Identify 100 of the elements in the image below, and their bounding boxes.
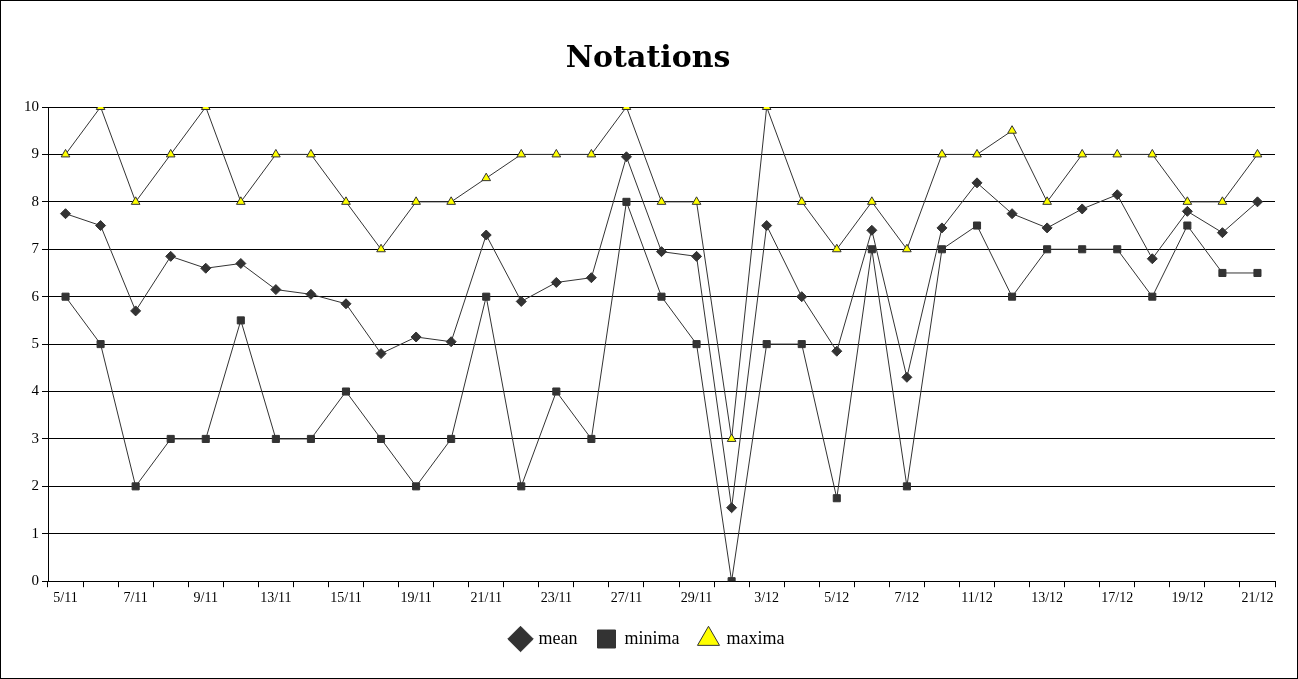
point (691, 196, 702, 205)
point (480, 229, 492, 241)
x-tick-label: 9/11 (193, 590, 218, 606)
y-tick-label: 7 (31, 240, 40, 257)
x-tick-label: 7/11 (123, 590, 148, 606)
point (1253, 268, 1262, 278)
point (586, 148, 597, 158)
point (271, 148, 281, 158)
point (306, 434, 315, 443)
point (866, 224, 878, 236)
point (1147, 148, 1158, 158)
point (1216, 227, 1228, 239)
x-tick-label: 19/12 (1171, 590, 1204, 606)
point (551, 148, 562, 158)
point (552, 387, 561, 396)
point (1113, 245, 1122, 254)
x-tick-label: 23/11 (540, 590, 573, 606)
point (831, 243, 842, 253)
point (1148, 292, 1157, 301)
x-tick-label: 3/12 (754, 590, 780, 606)
point (902, 482, 911, 491)
x-tick-label: 29/11 (680, 590, 713, 606)
point (656, 246, 667, 258)
point (165, 148, 176, 158)
point (1008, 292, 1017, 301)
point (340, 298, 352, 310)
point (305, 288, 317, 300)
point (516, 148, 527, 158)
point (1043, 245, 1052, 254)
point (1252, 148, 1263, 158)
x-tick-label: 21/12 (1241, 590, 1274, 606)
point (61, 292, 70, 301)
point (832, 494, 841, 503)
x-tick-label: 17/12 (1101, 590, 1134, 606)
point (341, 196, 351, 205)
point (831, 345, 843, 357)
point (1077, 148, 1088, 158)
point (235, 257, 247, 269)
x-tick-label: 5/11 (53, 590, 78, 606)
point (972, 148, 982, 158)
point (447, 434, 456, 443)
y-tick-label: 6 (31, 287, 40, 304)
y-tick-label: 4 (31, 382, 40, 399)
point (375, 348, 387, 360)
point (587, 434, 596, 443)
point (550, 276, 562, 288)
point (445, 336, 457, 348)
chart-title: Notations (565, 38, 731, 74)
point (1111, 189, 1123, 201)
point (1181, 205, 1193, 217)
point (411, 196, 421, 205)
point (691, 250, 703, 262)
point (867, 196, 877, 205)
point (412, 482, 421, 491)
point (796, 291, 808, 303)
y-tick-label: 5 (31, 335, 39, 352)
x-tick-label: 7/12 (894, 590, 920, 606)
legend-label: minima (624, 627, 680, 648)
point (796, 196, 807, 205)
x-tick-label: 11/12 (961, 590, 993, 606)
point (130, 305, 142, 317)
point (972, 221, 982, 230)
point (902, 243, 912, 253)
point (901, 371, 913, 383)
point (937, 245, 946, 254)
point (60, 208, 72, 220)
point (1218, 268, 1227, 278)
point (936, 222, 948, 234)
point (1078, 245, 1087, 254)
point (1076, 203, 1088, 215)
point (1112, 148, 1123, 158)
x-tick-label: 21/11 (470, 590, 502, 606)
y-tick-label: 9 (31, 145, 39, 162)
point (165, 250, 177, 262)
x-tick-label: 13/11 (260, 590, 292, 606)
point (656, 196, 667, 205)
legend-label: mean (538, 627, 578, 648)
x-tick-label: 19/11 (400, 590, 432, 606)
point (131, 482, 140, 491)
x-tick-label: 27/11 (610, 590, 643, 606)
point (306, 148, 316, 158)
point (271, 434, 280, 443)
x-tick-label: 13/12 (1031, 590, 1064, 606)
point (446, 196, 456, 205)
y-tick-label: 0 (31, 572, 39, 589)
legend-label: maxima (726, 627, 785, 648)
point (1217, 196, 1228, 205)
point (481, 172, 492, 182)
point (726, 433, 737, 442)
point (867, 245, 876, 254)
point (1182, 196, 1193, 205)
y-tick-label: 10 (24, 97, 39, 114)
point (515, 295, 527, 307)
point (797, 340, 806, 349)
point (410, 331, 422, 343)
point (692, 340, 701, 349)
point (96, 340, 105, 349)
y-tick-label: 3 (31, 429, 39, 446)
point (622, 197, 631, 206)
point (60, 148, 71, 158)
